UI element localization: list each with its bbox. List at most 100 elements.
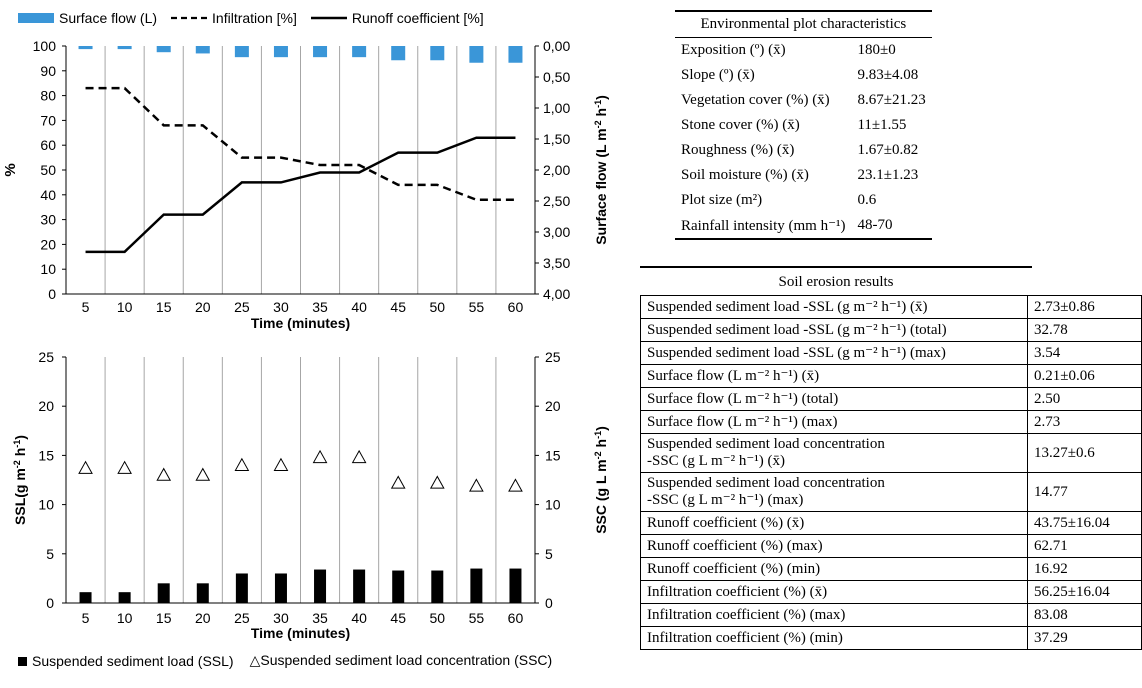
surface-flow-bar <box>234 46 249 58</box>
soil-table-row: Surface flow (L m⁻² h⁻¹) (max) 2.73 <box>640 410 1142 434</box>
x-tick-label: 10 <box>117 610 133 626</box>
soil-row-label: Infiltration coefficient (%) (x̄) <box>640 580 1028 604</box>
soil-row-label: Surface flow (L m⁻² h⁻¹) (total) <box>640 387 1028 411</box>
y-tick-label-left: 0 <box>46 595 54 611</box>
x-tick-label: 35 <box>312 299 328 315</box>
y-tick-label-right: 0 <box>545 595 553 611</box>
env-row-value: 11±1.55 <box>857 117 907 133</box>
soil-row-value: 16.92 <box>1027 557 1142 581</box>
legend-surface-flow: Surface flow (L) <box>18 10 157 26</box>
x-tick-label: 15 <box>156 610 172 626</box>
soil-row-label: Surface flow (L m⁻² h⁻¹) (x̄) <box>640 364 1028 388</box>
ssc-marker <box>469 478 484 492</box>
env-table-row: Roughness (%) (x̄) 1.67±0.82 <box>675 138 932 163</box>
x-tick-label: 5 <box>82 610 90 626</box>
soil-row-value: 2.73 <box>1027 410 1142 434</box>
y-tick-label-right: 15 <box>545 447 561 463</box>
env-row-value: 8.67±21.23 <box>857 92 926 108</box>
surface-flow-bar <box>195 46 210 54</box>
env-row-value: 180±0 <box>857 42 896 58</box>
surface-flow-bar <box>508 46 523 63</box>
ssc-marker <box>312 449 328 464</box>
y-axis-title-left: SSL(g m-2 h-1) <box>12 435 28 525</box>
soil-row-label: Infiltration coefficient (%) (min) <box>640 626 1028 650</box>
y-axis-title-left: % <box>2 163 19 176</box>
x-tick-label: 45 <box>390 610 406 626</box>
ssc-marker <box>234 457 250 471</box>
y-axis-title-right: SSC (g L m-2 h-1) <box>593 426 609 534</box>
y-tick-label-left: 20 <box>40 236 56 252</box>
env-table-row: Stone cover (%) (x̄) 11±1.55 <box>675 113 932 138</box>
x-axis-title: Time (minutes) <box>251 315 350 331</box>
ssl-bar <box>196 583 209 603</box>
x-tick-label: 60 <box>508 299 524 315</box>
y-axis-title-right: Surface flow (L m-2 h-1) <box>593 95 609 245</box>
soil-table-row: Suspended sediment load concentration -SS… <box>640 472 1142 512</box>
ssc-marker <box>351 449 367 464</box>
y-tick-label-right: 20 <box>545 398 561 414</box>
soil-row-value: 2.50 <box>1027 387 1142 411</box>
env-row-label: Roughness (%) (x̄) <box>681 142 795 158</box>
soil-row-value: 32.78 <box>1027 318 1142 342</box>
y-tick-label-left: 15 <box>38 447 54 463</box>
x-tick-label: 10 <box>117 299 133 315</box>
env-row-label: Vegetation cover (%) (x̄) <box>681 92 830 108</box>
soil-row-value: 43.75±16.04 <box>1027 511 1142 535</box>
y-tick-label-left: 70 <box>40 112 56 128</box>
runoff-infiltration-chart: 0 10 20 30 40 50 60 70 80 90 100 0,00 0,50 1,00 1,50 2,… <box>2 38 609 331</box>
ssl-bar <box>118 592 131 603</box>
x-tick-label: 45 <box>390 299 406 315</box>
y-tick-label-right: 4,00 <box>543 286 570 302</box>
soil-row-value: 13.27±0.6 <box>1027 433 1142 473</box>
soil-row-label: Infiltration coefficient (%) (max) <box>640 603 1028 627</box>
env-table-row: Rainfall intensity (mm h⁻¹) 48-70 <box>675 213 932 240</box>
soil-row-label: Runoff coefficient (%) (x̄) <box>640 511 1028 535</box>
x-tick-label: 55 <box>469 299 485 315</box>
soil-table-row: Runoff coefficient (%) (min) 16.92 <box>640 557 1142 581</box>
soil-row-value: 56.25±16.04 <box>1027 580 1142 604</box>
soil-table-row: Infiltration coefficient (%) (min) 37.29 <box>640 626 1142 650</box>
soil-table-row: Infiltration coefficient (%) (x̄) 56.25±1… <box>640 580 1142 604</box>
soil-table-row: Suspended sediment load -SSL (g m⁻² h⁻¹)… <box>640 295 1142 319</box>
y-tick-label-left: 25 <box>38 349 54 365</box>
env-row-label: Plot size (m²) <box>681 192 763 208</box>
dashed-line-swatch <box>171 16 208 20</box>
soil-table-row: Surface flow (L m⁻² h⁻¹) (total) 2.50 <box>640 387 1142 411</box>
ssc-marker <box>195 467 211 481</box>
env-row-label: Rainfall intensity (mm h⁻¹) <box>675 213 852 240</box>
soil-erosion-table: Suspended sediment load -SSL (g m⁻² h⁻¹)… <box>640 295 1142 650</box>
surface-flow-bar <box>156 46 171 53</box>
triangle-icon: △ <box>249 652 261 668</box>
infiltration-line <box>85 86 516 202</box>
x-tick-label: 30 <box>273 610 289 626</box>
x-tick-label: 60 <box>508 610 524 626</box>
y-tick-label-right: 5 <box>545 546 553 562</box>
env-table-row: Plot size (m²) 0.6 <box>675 188 932 213</box>
y-tick-label-left: 0 <box>48 286 56 302</box>
x-axis-title: Time (minutes) <box>251 625 350 641</box>
y-tick-label-right: 3,50 <box>543 255 570 271</box>
ssl-bar <box>392 570 405 603</box>
surface-flow-bar <box>469 46 484 63</box>
x-tick-label: 15 <box>156 299 172 315</box>
ssc-marker <box>78 460 93 474</box>
surface-flow-bar <box>117 46 132 50</box>
soil-row-label: Surface flow (L m⁻² h⁻¹) (max) <box>640 410 1028 434</box>
soil-row-label: Suspended sediment load -SSL (g m⁻² h⁻¹)… <box>640 318 1028 342</box>
ssl-bar <box>235 573 248 603</box>
ssl-bar <box>157 583 170 603</box>
x-tick-label: 30 <box>273 299 289 315</box>
y-tick-label-left: 50 <box>40 162 56 178</box>
solid-line-swatch <box>310 16 347 20</box>
env-row-value: 1.67±0.82 <box>857 142 919 158</box>
soil-row-value: 62.71 <box>1027 534 1142 558</box>
x-tick-label: 40 <box>351 299 367 315</box>
legend-surface-flow-label: Surface flow (L) <box>59 10 158 26</box>
legend-runoff: Runoff coefficient [%] <box>310 10 484 26</box>
surface-flow-bar <box>430 46 445 61</box>
env-row-label: Exposition (º) (x̄) <box>681 42 786 58</box>
soil-table-row: Runoff coefficient (%) (max) 62.71 <box>640 534 1142 558</box>
surface-flow-bar <box>391 46 406 61</box>
bottom-chart-legend: Suspended sediment load (SSL) △Suspended… <box>18 652 552 669</box>
soil-row-label: Suspended sediment load concentration -SS… <box>640 433 1028 473</box>
